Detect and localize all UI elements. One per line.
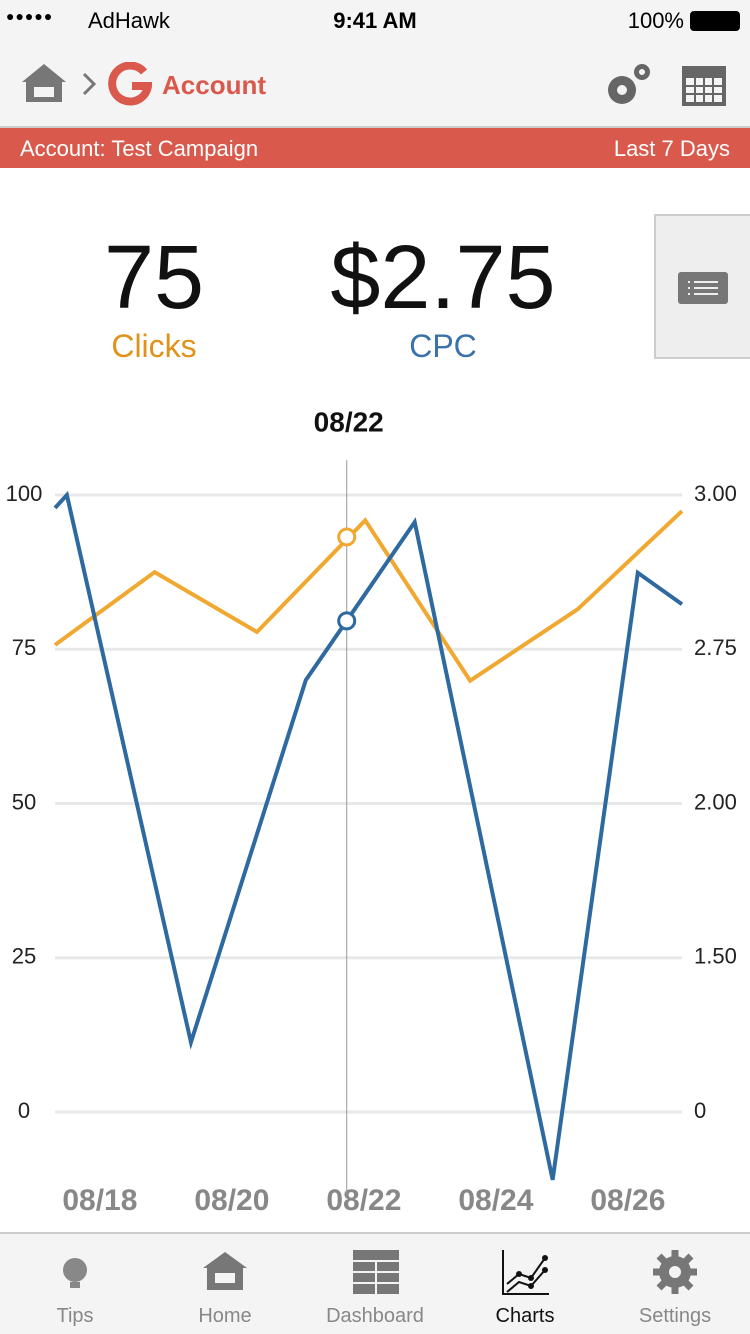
list-toggle[interactable] bbox=[654, 214, 750, 359]
status-bar: ●●●●● AdHawk 9:41 AM 100% bbox=[0, 0, 750, 40]
home-icon[interactable] bbox=[20, 62, 68, 104]
x-tick-label: 08/18 bbox=[62, 1184, 137, 1217]
signal: ●●●●● bbox=[6, 8, 54, 24]
x-tick-label: 08/26 bbox=[590, 1184, 665, 1217]
selection-label: 08/22 bbox=[314, 406, 384, 437]
battery-icon bbox=[690, 11, 740, 31]
account-name: Account: Test Campaign bbox=[20, 136, 259, 161]
y-tick-label: 100 bbox=[6, 481, 43, 506]
selection-point bbox=[337, 611, 357, 631]
nav-bar: Account bbox=[0, 40, 750, 128]
series-line bbox=[53, 490, 684, 1181]
y2-tick-label: 2.00 bbox=[694, 789, 737, 814]
y2-tick-label: 2.75 bbox=[694, 635, 737, 660]
carrier: AdHawk bbox=[88, 8, 170, 33]
calendar-button[interactable] bbox=[680, 60, 728, 108]
y-tick-label: 0 bbox=[18, 1098, 30, 1123]
tab-icon bbox=[653, 1250, 697, 1294]
metric-label: CPC bbox=[409, 328, 477, 364]
tab-label: Home bbox=[198, 1305, 252, 1327]
y2-tick-label: 3.00 bbox=[694, 481, 737, 506]
tab-icon bbox=[502, 1250, 549, 1295]
metric-label: Clicks bbox=[111, 328, 197, 364]
metric-value: $2.75 bbox=[330, 228, 556, 328]
x-tick-label: 08/20 bbox=[194, 1184, 269, 1217]
tab-icon bbox=[203, 1252, 247, 1290]
tab-icon bbox=[353, 1250, 399, 1294]
nav-title: Account bbox=[162, 70, 266, 100]
google-icon bbox=[108, 62, 152, 106]
y2-tick-label: 1.50 bbox=[694, 944, 737, 969]
y-tick-label: 50 bbox=[12, 789, 36, 814]
time: 9:41 AM bbox=[333, 8, 417, 33]
y-tick-label: 25 bbox=[12, 944, 36, 969]
tab[interactable]: Home bbox=[150, 1234, 300, 1334]
x-tick-label: 08/24 bbox=[458, 1184, 533, 1217]
tab-label: Settings bbox=[638, 1305, 712, 1327]
settings-button[interactable] bbox=[602, 62, 654, 110]
list-icon bbox=[678, 272, 728, 304]
tab[interactable]: Charts bbox=[450, 1234, 600, 1334]
tab-label: Charts bbox=[495, 1305, 555, 1327]
chart: 0 0 25 1.50 50 2.00 75 2.75 100 3.00 08/18 08/20 08/… bbox=[6, 406, 737, 1217]
tab[interactable]: Settings bbox=[600, 1234, 750, 1334]
account-banner: Account: Test Campaign Last 7 Days bbox=[0, 128, 750, 168]
chevron bbox=[82, 72, 97, 96]
metric-value: 75 bbox=[103, 228, 205, 328]
metric-clicks: 75 Clicks bbox=[54, 228, 254, 364]
date-range[interactable]: Last 7 Days bbox=[613, 136, 730, 161]
tab[interactable]: Tips bbox=[0, 1234, 150, 1334]
battery-text: 100% bbox=[627, 8, 684, 33]
tab-label: Dashboard bbox=[326, 1305, 424, 1327]
metric-cpc: $2.75 CPC bbox=[293, 228, 593, 364]
tab-bar: Tips Home Dashboard Charts Settings bbox=[0, 1232, 750, 1334]
series-line bbox=[53, 509, 684, 684]
y-tick-label: 75 bbox=[12, 635, 36, 660]
tab-label: Tips bbox=[56, 1305, 94, 1327]
x-tick-label: 08/22 bbox=[326, 1184, 401, 1217]
tab-icon bbox=[63, 1258, 87, 1288]
tab[interactable]: Dashboard bbox=[300, 1234, 450, 1334]
selection-point bbox=[337, 527, 357, 547]
y2-tick-label: 0 bbox=[694, 1098, 706, 1123]
